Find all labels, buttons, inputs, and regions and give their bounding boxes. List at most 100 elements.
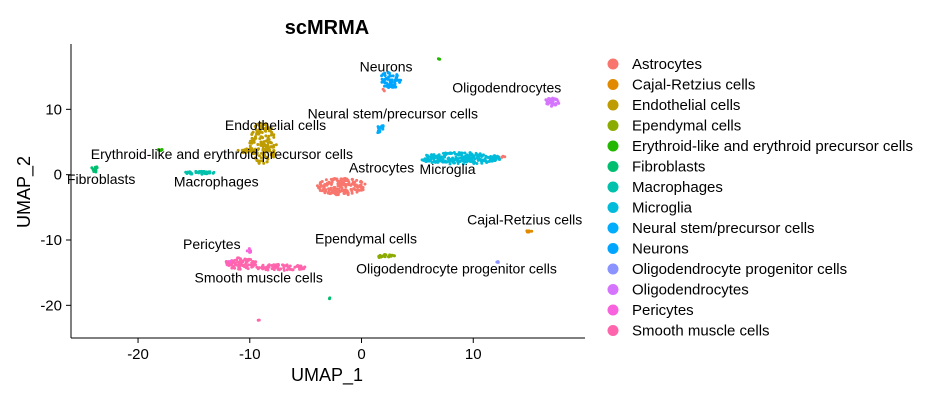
data-point <box>274 143 278 147</box>
data-point <box>330 180 334 184</box>
data-point <box>350 189 354 193</box>
data-point <box>331 190 335 194</box>
data-point <box>387 71 391 75</box>
data-point <box>247 247 251 251</box>
data-point <box>390 78 394 82</box>
data-point <box>254 136 258 140</box>
data-point <box>377 126 381 130</box>
data-point <box>263 153 267 157</box>
data-point <box>250 265 254 269</box>
data-point <box>259 156 263 160</box>
data-point <box>332 177 336 181</box>
data-point <box>247 263 251 267</box>
series-neural-stem-precursor-cells <box>376 124 385 135</box>
x-tick-label: -10 <box>239 346 261 363</box>
x-tick-label: -20 <box>127 346 149 363</box>
data-point <box>500 155 504 159</box>
data-point <box>475 162 479 166</box>
data-point <box>480 161 484 165</box>
data-point <box>266 156 270 160</box>
data-point <box>249 263 253 267</box>
data-point <box>448 162 452 166</box>
data-point <box>201 170 205 174</box>
data-point <box>346 191 350 195</box>
data-point <box>264 126 268 130</box>
data-point <box>230 262 234 266</box>
data-point <box>527 229 531 233</box>
legend-label: Ependymal cells <box>632 118 741 135</box>
data-point <box>383 84 386 88</box>
data-point <box>381 87 385 91</box>
data-point <box>257 154 261 158</box>
data-point <box>248 250 252 254</box>
data-point <box>359 185 363 189</box>
series-astrocytes <box>315 87 507 197</box>
data-point <box>257 266 261 270</box>
legend-label: Macrophages <box>632 179 723 196</box>
data-point <box>392 254 396 258</box>
data-point <box>258 121 262 125</box>
legend-swatch <box>607 284 619 295</box>
legend-label: Pericytes <box>632 302 694 319</box>
legend-swatch <box>607 99 619 111</box>
data-point <box>490 156 494 160</box>
data-point <box>477 153 481 157</box>
data-point <box>240 148 244 152</box>
data-point <box>385 81 389 85</box>
data-point <box>483 157 487 161</box>
data-point <box>317 186 321 190</box>
legend-label: Erythroid-like and erythroid precursor c… <box>632 138 913 155</box>
cluster-label: Endothelial cells <box>225 117 326 133</box>
data-point <box>270 153 274 157</box>
data-point <box>336 180 340 184</box>
data-point <box>556 100 560 104</box>
data-point <box>257 147 261 151</box>
legend-swatch <box>607 58 619 70</box>
cluster-label: Macrophages <box>174 173 259 189</box>
data-point <box>355 178 359 182</box>
data-point <box>436 154 440 158</box>
data-point <box>497 157 501 161</box>
data-point <box>282 266 286 270</box>
data-point <box>277 268 281 272</box>
data-point <box>554 103 558 107</box>
data-point <box>391 74 395 78</box>
legend-swatch <box>607 202 619 213</box>
data-point <box>291 268 295 272</box>
data-point <box>387 75 391 79</box>
data-point <box>238 257 242 261</box>
legend-item: Smooth muscle cells <box>607 323 770 340</box>
legend-item: Endothelial cells <box>607 97 740 114</box>
x-tick-label: 0 <box>357 346 365 363</box>
data-point <box>332 186 336 190</box>
data-point <box>297 264 301 268</box>
data-point <box>265 150 269 154</box>
legend-swatch <box>607 79 619 90</box>
data-point <box>266 126 270 130</box>
data-point <box>286 265 290 269</box>
data-point <box>251 148 255 152</box>
data-point <box>237 267 241 271</box>
legend-label: Oligodendrocyte progenitor cells <box>632 261 847 278</box>
data-point <box>343 176 347 180</box>
data-point <box>377 130 381 134</box>
data-point <box>463 151 467 155</box>
data-point <box>459 151 463 155</box>
data-point <box>322 186 326 190</box>
data-point <box>458 160 462 163</box>
cluster-label: Microglia <box>420 161 476 177</box>
data-point <box>429 155 433 159</box>
data-point <box>380 80 384 84</box>
data-point <box>548 98 552 102</box>
series-oligodendrocytes <box>544 96 561 108</box>
data-point <box>346 178 350 182</box>
data-point <box>467 159 471 163</box>
cluster-label: Neural stem/precursor cells <box>308 105 478 121</box>
x-axis-title: UMAP_1 <box>291 365 363 386</box>
data-point <box>185 172 189 176</box>
cluster-label: Oligodendrocyte progenitor cells <box>356 260 557 276</box>
data-point <box>464 154 468 158</box>
cluster-label: Erythroid-like and erythroid precursor c… <box>91 146 353 162</box>
data-point <box>393 80 397 84</box>
